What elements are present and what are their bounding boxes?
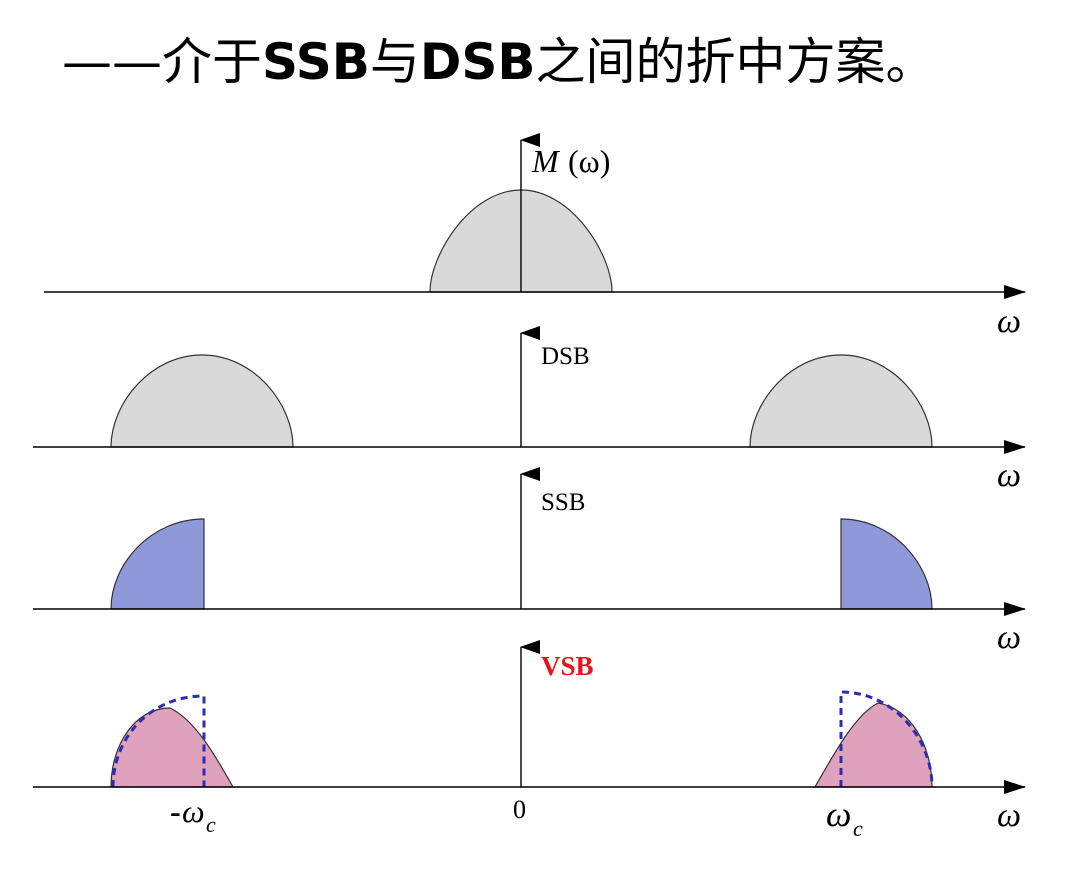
label-dsb: DSB bbox=[541, 343, 590, 370]
tick-pos-wc-sub: c bbox=[853, 816, 863, 841]
title-part-1: 介于 bbox=[162, 33, 262, 91]
page-title: ——介于SSB与DSB之间的折中方案。 bbox=[62, 22, 936, 102]
panel-message-spectrum: M (ω) ω bbox=[44, 133, 1026, 340]
ssb-band-right bbox=[840, 518, 933, 610]
label-M-arg: (ω) bbox=[568, 143, 610, 179]
ssb-band-left bbox=[110, 518, 205, 610]
omega-label-3: ω bbox=[997, 619, 1021, 656]
dsb-lobe-left bbox=[110, 354, 294, 448]
panel-dsb: DSB ω bbox=[33, 326, 1026, 494]
title-part-3: 之间的折中方案。 bbox=[535, 33, 936, 91]
ssb-reference-dashed-left bbox=[111, 694, 206, 788]
label-M: M bbox=[531, 143, 561, 179]
panel-vsb: VSB ω - ω c 0 ω c bbox=[33, 640, 1026, 841]
title-ssb: SSB bbox=[262, 33, 370, 91]
tick-neg-wc: ω bbox=[182, 793, 205, 829]
vsb-band-right bbox=[813, 702, 933, 788]
title-part-2: 与 bbox=[369, 33, 420, 91]
omega-label-1: ω bbox=[997, 303, 1021, 340]
label-ssb: SSB bbox=[541, 489, 585, 516]
tick-neg-wc-sub: c bbox=[206, 812, 216, 837]
vsb-band-left bbox=[110, 707, 235, 788]
ssb-reference-dashed-right bbox=[839, 690, 934, 788]
tick-zero: 0 bbox=[513, 795, 526, 824]
tick-pos-wc: ω bbox=[826, 794, 851, 834]
tick-neg-wc-sign: - bbox=[170, 793, 181, 829]
omega-label-4: ω bbox=[997, 797, 1021, 834]
title-dash: —— bbox=[62, 33, 162, 91]
title-dsb: DSB bbox=[419, 33, 536, 91]
omega-label-2: ω bbox=[997, 457, 1021, 494]
panel-ssb: SSB ω bbox=[33, 467, 1026, 656]
dsb-lobe-right bbox=[749, 354, 933, 448]
label-vsb: VSB bbox=[541, 651, 594, 681]
